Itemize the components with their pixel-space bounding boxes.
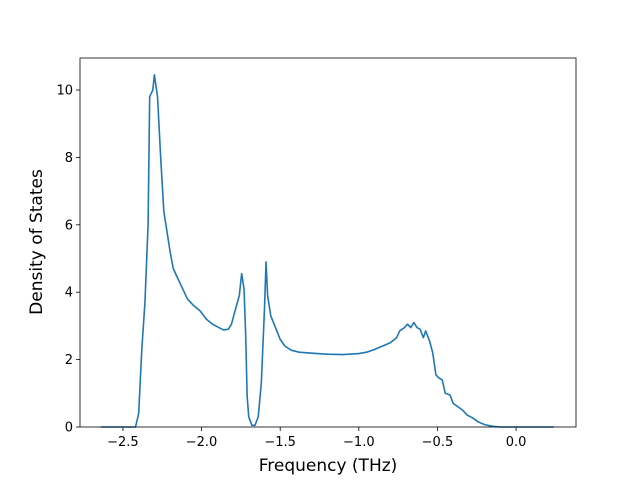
x-tick-label: −1.0 bbox=[343, 435, 375, 450]
data-line bbox=[100, 74, 554, 428]
y-tick-label: 4 bbox=[65, 286, 73, 301]
y-tick-label: 6 bbox=[65, 218, 73, 233]
x-tick-label: −2.5 bbox=[107, 435, 139, 450]
y-axis-label: Density of States bbox=[27, 169, 47, 315]
x-tick-label: −0.5 bbox=[422, 435, 454, 450]
y-tick-label: 10 bbox=[56, 84, 73, 99]
y-tick-label: 0 bbox=[65, 421, 73, 436]
x-tick-label: −1.5 bbox=[264, 435, 296, 450]
x-tick-label: −2.0 bbox=[186, 435, 218, 450]
y-tick-label: 2 bbox=[65, 353, 73, 368]
x-tick-label: 0.0 bbox=[506, 435, 527, 450]
x-axis-label: Frequency (THz) bbox=[259, 456, 398, 476]
y-tick-label: 8 bbox=[65, 151, 73, 166]
plot-frame bbox=[79, 57, 577, 428]
